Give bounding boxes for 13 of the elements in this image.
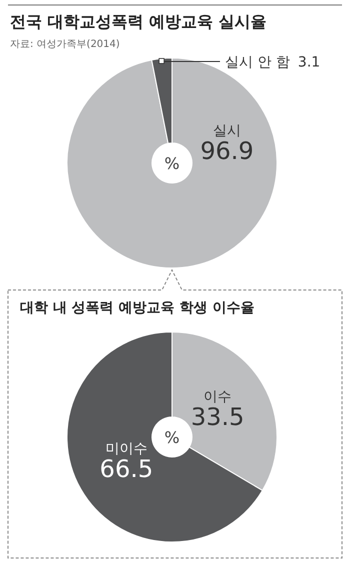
slice-label: 미이수 (105, 441, 148, 458)
data-label: 33.5 (190, 402, 244, 431)
data-label: 96.9 (200, 137, 254, 166)
text: % (164, 154, 180, 173)
text: 자료: 여성가족부(2014) (10, 39, 120, 50)
slice-label: 이수 (204, 388, 232, 405)
chart-title: 전국 대학교성폭력 예방교육 실시율 (10, 12, 267, 31)
data-label: 66.5 (100, 455, 154, 484)
text: % (164, 428, 180, 447)
data-label: 3.1 (298, 54, 320, 70)
chart-title: 대학 내 성폭력 예방교육 학생 이수율 (20, 300, 254, 316)
slice-label: 실시 안 함 (225, 54, 290, 70)
slice-label: 실시 (212, 123, 241, 140)
